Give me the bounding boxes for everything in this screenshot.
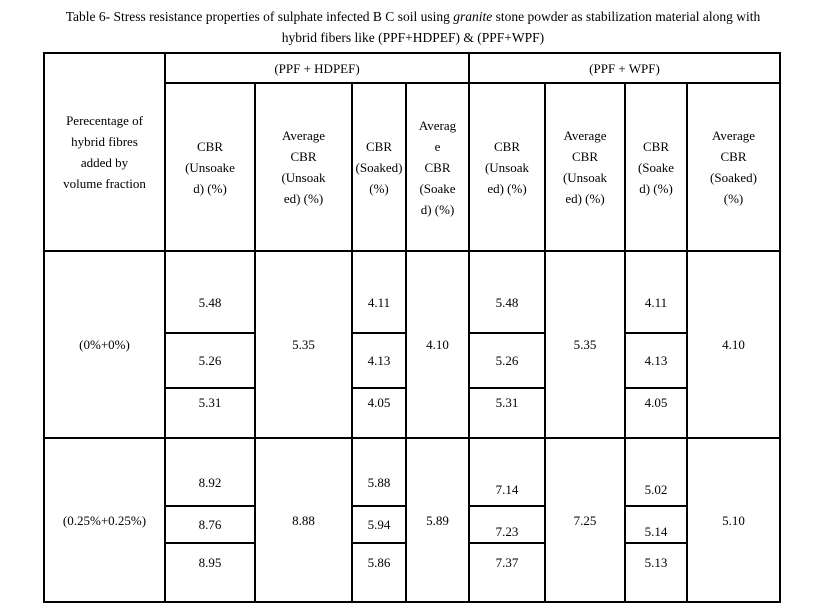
- caption-text-cont: stone powder as stabilization material a…: [492, 9, 761, 24]
- avg-cbr-unsoaked-wpf: 5.35: [544, 250, 626, 439]
- cbr-soaked-wpf-values: 5.02 5.14 5.13: [624, 437, 688, 603]
- cbr-value-cell: 5.88: [353, 460, 405, 507]
- table-caption-line2: hybrid fibers like (PPF+HDPEF) & (PPF+WP…: [0, 27, 826, 48]
- avg-cbr-soaked-hdpef: 5.89: [405, 437, 470, 603]
- cbr-soaked-wpf-values: 4.11 4.13 4.05: [624, 250, 688, 439]
- row-label-0pct: (0%+0%): [43, 250, 166, 439]
- col-header-cbr-unsoaked-hdpef: CBR (Unsoake d) (%): [164, 82, 256, 252]
- cbr-unsoaked-hdpef-values: 5.48 5.26 5.31: [164, 250, 256, 439]
- col-header-avg-cbr-unsoaked-hdpef: Average CBR (Unsoak ed) (%): [254, 82, 353, 252]
- cbr-unsoaked-wpf-values: 5.48 5.26 5.31: [468, 250, 546, 439]
- group-header-ppf-wpf: (PPF + WPF): [468, 52, 781, 84]
- avg-cbr-unsoaked-hdpef: 5.35: [254, 250, 353, 439]
- cbr-value-cell: 5.26: [470, 334, 544, 389]
- stress-resistance-table: Perecentage of hybrid fibres added by vo…: [43, 52, 781, 603]
- cbr-value-cell: 5.86: [367, 554, 391, 570]
- cbr-unsoaked-hdpef-values: 8.92 8.76 8.95: [164, 437, 256, 603]
- avg-cbr-soaked-wpf: 4.10: [686, 250, 781, 439]
- table-caption: Table 6- Stress resistance properties of…: [0, 0, 826, 48]
- avg-cbr-unsoaked-wpf: 7.25: [544, 437, 626, 603]
- cbr-value-cell: 4.13: [353, 334, 405, 389]
- cbr-value-cell: 4.05: [367, 395, 391, 410]
- cbr-value-cell: 7.14: [470, 460, 544, 507]
- cbr-value-cell: 5.94: [353, 507, 405, 544]
- caption-text: Table 6- Stress resistance properties of…: [65, 9, 454, 24]
- avg-cbr-soaked-hdpef: 4.10: [405, 250, 470, 439]
- cbr-value-cell: 5.31: [198, 395, 222, 410]
- col-header-cbr-unsoaked-wpf: CBR (Unsoak ed) (%): [468, 82, 546, 252]
- cbr-value-cell: 5.26: [166, 334, 254, 389]
- cbr-soaked-hdpef-values: 5.88 5.94 5.86: [351, 437, 407, 603]
- cbr-value-cell: 5.13: [644, 554, 668, 570]
- cbr-value-cell: 4.05: [644, 395, 668, 410]
- cbr-value-cell: 8.92: [166, 460, 254, 507]
- row-header-percentage-hybrid-fibres: Perecentage of hybrid fibres added by vo…: [43, 52, 166, 252]
- col-header-avg-cbr-soaked-wpf: Average CBR (Soaked) (%): [686, 82, 781, 252]
- cbr-unsoaked-wpf-values: 7.14 7.23 7.37: [468, 437, 546, 603]
- cbr-value-cell: 5.31: [495, 395, 519, 410]
- row-label-025pct: (0.25%+0.25%): [43, 437, 166, 603]
- cbr-value-cell: 5.48: [470, 273, 544, 334]
- cbr-value-cell: 5.14: [626, 507, 686, 544]
- caption-line2-text: hybrid fibers like (PPF+HDPEF) & (PPF+WP…: [281, 30, 545, 45]
- cbr-value-cell: 4.11: [626, 273, 686, 334]
- cbr-value-cell: 4.11: [353, 273, 405, 334]
- cbr-value-cell: 7.37: [495, 554, 519, 570]
- col-header-cbr-soaked-hdpef: CBR (Soaked) (%): [351, 82, 407, 252]
- cbr-value-cell: 5.02: [626, 460, 686, 507]
- cbr-value-cell: 8.95: [198, 554, 222, 570]
- table-caption-line1: Table 6- Stress resistance properties of…: [0, 6, 826, 27]
- col-header-avg-cbr-unsoaked-wpf: Average CBR (Unsoak ed) (%): [544, 82, 626, 252]
- cbr-value-cell: 8.76: [166, 507, 254, 544]
- caption-italic-word: granite: [453, 9, 493, 24]
- col-header-cbr-soaked-wpf: CBR (Soake d) (%): [624, 82, 688, 252]
- avg-cbr-soaked-wpf: 5.10: [686, 437, 781, 603]
- cbr-value-cell: 4.13: [626, 334, 686, 389]
- avg-cbr-unsoaked-hdpef: 8.88: [254, 437, 353, 603]
- cbr-soaked-hdpef-values: 4.11 4.13 4.05: [351, 250, 407, 439]
- col-header-avg-cbr-soaked-hdpef: Averag e CBR (Soake d) (%): [405, 82, 470, 252]
- group-header-ppf-hdpef: (PPF + HDPEF): [164, 52, 470, 84]
- cbr-value-cell: 7.23: [470, 507, 544, 544]
- cbr-value-cell: 5.48: [166, 273, 254, 334]
